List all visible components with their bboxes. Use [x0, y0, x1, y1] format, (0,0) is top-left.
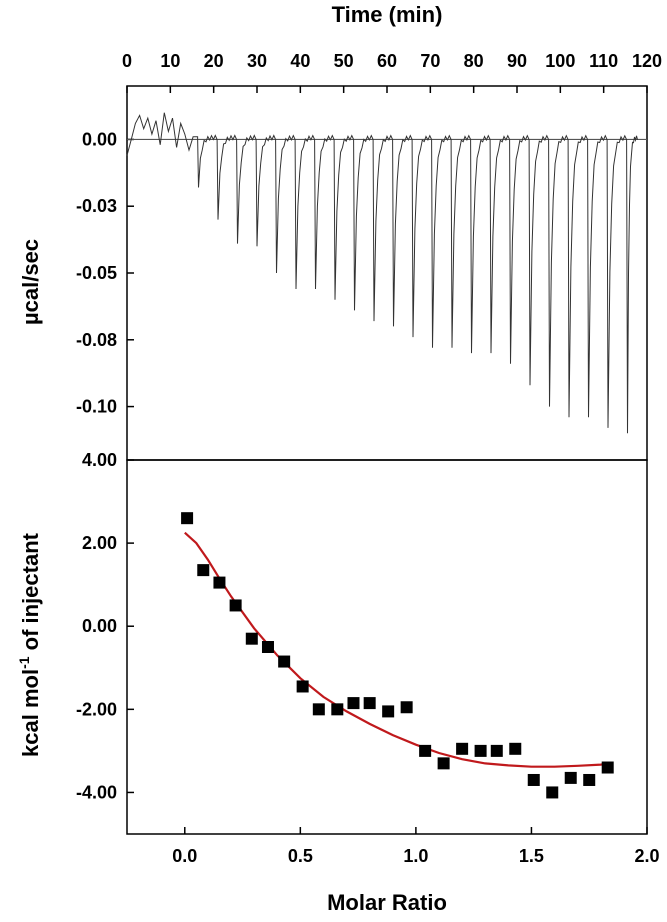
- isotherm-y-tick-label: 2.00: [82, 533, 117, 553]
- isotherm-data-points: [181, 512, 614, 799]
- thermogram-x-tick-label: 20: [204, 51, 224, 71]
- isotherm-data-point: [347, 697, 360, 710]
- isotherm-data-point: [312, 703, 325, 716]
- thermogram-x-tick-label: 10: [160, 51, 180, 71]
- isotherm-x-axis-title: Molar Ratio: [327, 890, 447, 915]
- isotherm-data-point: [456, 742, 469, 755]
- thermogram-x-tick-label: 100: [545, 51, 575, 71]
- thermogram-x-tick-label: 120: [632, 51, 662, 71]
- isotherm-data-point: [229, 599, 242, 612]
- isotherm-y-title-main: kcal mol: [18, 669, 43, 757]
- isotherm-data-point: [474, 744, 487, 757]
- thermogram-y-ticks: 0.00 -0.03 -0.05 -0.08 -0.10: [76, 129, 134, 417]
- thermogram-x-tick-label: 30: [247, 51, 267, 71]
- thermogram-x-tick-label: 80: [464, 51, 484, 71]
- thermogram-x-tick-label: 110: [589, 51, 618, 71]
- isotherm-y-tick-label: -4.00: [76, 782, 117, 802]
- isotherm-data-point: [400, 701, 413, 714]
- thermogram-x-tick-label: 40: [290, 51, 310, 71]
- isotherm-data-point: [296, 680, 309, 693]
- isotherm-y-tick-label: -2.00: [76, 699, 117, 719]
- isotherm-data-point: [331, 703, 344, 716]
- isotherm-data-point: [490, 744, 503, 757]
- isotherm-x-tick-label: 0.5: [288, 846, 313, 866]
- thermogram-y-tick-label: -0.03: [76, 196, 117, 216]
- isotherm-y-title-sup: -1: [16, 656, 32, 669]
- thermogram-y-tick-label: 0.00: [82, 129, 117, 149]
- isotherm-x-tick-label: 1.5: [519, 846, 544, 866]
- isotherm-data-point: [583, 773, 596, 786]
- isotherm-data-point: [278, 655, 291, 668]
- thermogram-y-tick-label: -0.05: [76, 263, 117, 283]
- binding-isotherm-panel: 0.0 0.5 1.0 1.5 2.0 4.00 2.00 0.00 -2.00 -4.00 M…: [16, 450, 660, 915]
- isotherm-data-point: [527, 773, 540, 786]
- isotherm-data-point: [601, 761, 614, 774]
- thermogram-y-axis-title: µcal/sec: [18, 239, 43, 325]
- isotherm-y-tick-label: 4.00: [82, 450, 117, 470]
- isotherm-x-ticks: 0.0 0.5 1.0 1.5 2.0: [172, 827, 660, 866]
- isotherm-y-ticks: 4.00 2.00 0.00 -2.00 -4.00: [76, 450, 134, 802]
- isotherm-y-title-tail: of injectant: [18, 532, 43, 656]
- thermogram-x-tick-label: 60: [377, 51, 397, 71]
- isotherm-y-axis-title: kcal mol-1 of injectant: [16, 532, 43, 757]
- thermogram-y-tick-label: -0.08: [76, 330, 117, 350]
- isotherm-data-point: [564, 771, 577, 784]
- isotherm-data-point: [181, 512, 194, 525]
- thermogram-x-tick-label: 50: [334, 51, 354, 71]
- thermogram-panel: Time (min) 0 10 20 30 40 50 60 70 80 90 100 110 120 …: [18, 2, 662, 461]
- isotherm-data-point: [419, 744, 432, 757]
- thermogram-x-axis-title: Time (min): [332, 2, 443, 27]
- thermogram-x-tick-label: 0: [122, 51, 132, 71]
- isotherm-fit-curve: [184, 531, 611, 768]
- thermogram-x-tick-label: 70: [420, 51, 440, 71]
- thermogram-x-tick-label: 90: [507, 51, 527, 71]
- isotherm-x-tick-label: 2.0: [634, 846, 659, 866]
- isotherm-data-point: [363, 697, 376, 710]
- isotherm-y-tick-label: 0.00: [82, 616, 117, 636]
- isotherm-data-point: [509, 742, 522, 755]
- isotherm-data-point: [261, 641, 274, 653]
- thermogram-trace: [126, 112, 638, 434]
- isotherm-x-tick-label: 1.0: [403, 846, 428, 866]
- isotherm-data-point: [213, 576, 226, 589]
- thermogram-x-ticks: 0 10 20 30 40 50 60 70 80 90 100 110 120: [122, 51, 662, 93]
- isotherm-frame: [126, 459, 648, 835]
- isotherm-data-point: [245, 632, 258, 645]
- isotherm-data-point: [197, 564, 210, 577]
- isotherm-data-point: [546, 786, 559, 799]
- isotherm-data-point: [382, 705, 395, 718]
- thermogram-y-tick-label: -0.10: [76, 397, 117, 417]
- isotherm-data-point: [437, 757, 450, 770]
- isotherm-x-tick-label: 0.0: [172, 846, 197, 866]
